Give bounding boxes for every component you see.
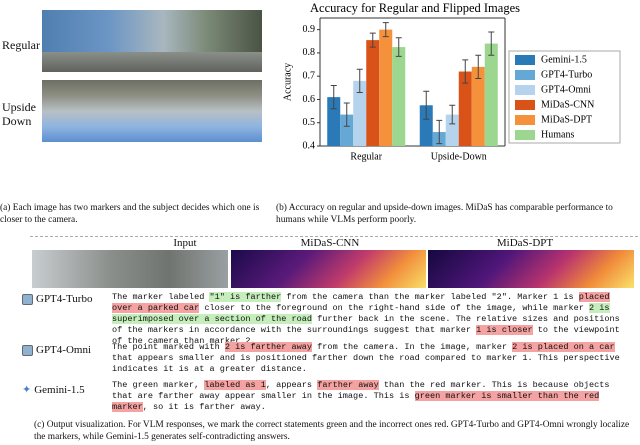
model-name: ✦ Gemini-1.5 (22, 383, 85, 397)
legend-label: MiDaS-CNN (541, 99, 594, 110)
legend-box (508, 50, 621, 144)
response-segment: , appears (265, 380, 318, 390)
caption: (a) Each image has two markers and the s… (0, 203, 260, 225)
bar (340, 114, 354, 146)
legend-swatch (515, 85, 535, 95)
highlighted-statement: 2 is placed on a car (512, 342, 615, 352)
response-segment: The point marked with (112, 342, 225, 352)
error-bar (343, 102, 350, 127)
legend-swatch (515, 55, 535, 65)
y-tick-label: 0.5 (303, 117, 316, 128)
response-segment: closer to the foreground on the right-ha… (199, 303, 590, 313)
error-bar (449, 104, 456, 125)
bar (379, 29, 393, 146)
error-bar (423, 90, 430, 120)
response-segment: further back in the scene. The relative … (112, 314, 620, 335)
input-photo (32, 250, 228, 288)
y-tick-label: 0.7 (303, 70, 316, 81)
response-segment: from the camera than the marker labeled … (281, 292, 579, 302)
bar (445, 114, 459, 146)
x-tick-label: Upside-Down (431, 151, 487, 162)
error-bar (382, 22, 389, 38)
response-segment: , so it is farther away. (142, 402, 266, 412)
model-label: Gemini-1.5 (34, 383, 85, 396)
error-bar (436, 119, 443, 145)
model-icon: ✦ (22, 384, 32, 396)
caption: (b) Accuracy on regular and upside-down … (276, 203, 613, 225)
legend-swatch (515, 70, 535, 80)
bar (327, 97, 341, 146)
error-bar (330, 84, 337, 110)
legend-label: GPT4-Turbo (541, 69, 592, 80)
error-bar (356, 68, 363, 93)
y-tick-label: 0.6 (303, 94, 316, 105)
legend-swatch (515, 130, 535, 140)
error-bar (369, 32, 376, 48)
response-text: The marker labeled "1" is farther from t… (112, 292, 634, 347)
y-tick-label: 0.8 (303, 47, 316, 58)
y-tick-label: 0.9 (303, 24, 316, 35)
chart: Accuracy for Regular and Flipped Images … (282, 1, 621, 162)
model-icon (22, 344, 33, 356)
legend-label: Gemini-1.5 (541, 54, 587, 65)
response-text: The green marker, labeled as 1, appears … (112, 380, 634, 413)
column-header: Input (173, 237, 197, 249)
error-bar (395, 37, 402, 57)
model-icon (22, 293, 33, 305)
bar (484, 43, 498, 146)
highlighted-statement: 2 is farther away (224, 342, 313, 352)
legend-swatch (515, 100, 535, 110)
highlighted-statement: 1 is closer (476, 325, 533, 335)
column-header: MiDaS-DPT (496, 237, 554, 249)
depth-cnn (231, 250, 426, 288)
response-segment: to the viewpoint of the camera than mark… (112, 325, 620, 346)
road (42, 52, 262, 72)
caption: (c) Output visualization. For VLM respon… (34, 420, 630, 442)
model-name: GPT4-Omni (22, 344, 91, 356)
column-header: MiDaS-CNN (300, 237, 360, 249)
legend-swatch (515, 115, 535, 125)
highlighted-statement: "1" is farther (209, 292, 282, 302)
bar (458, 71, 472, 146)
response-text: The point marked with 2 is farther away … (112, 342, 634, 375)
response-segment: from the camera. In the image, marker (312, 342, 513, 352)
error-bar (462, 59, 469, 84)
error-bar (488, 31, 495, 56)
row-label: Upside Down (2, 100, 36, 128)
error-bar (475, 54, 482, 80)
highlighted-statement: labeled as 1 (204, 380, 266, 390)
legend-label: MiDaS-DPT (541, 114, 592, 125)
highlighted-statement: farther away (317, 380, 379, 390)
depth-dpt (428, 250, 634, 288)
legend-label: GPT4-Omni (541, 84, 591, 95)
y-axis-label: Accuracy (282, 63, 293, 101)
bar (353, 80, 367, 146)
y-tick-label: 0.4 (303, 140, 316, 151)
model-name: GPT4-Turbo (22, 293, 92, 305)
row-label: Regular (2, 38, 40, 52)
model-label: GPT4-Turbo (36, 293, 93, 305)
photo-flipped (42, 80, 262, 142)
bar (471, 66, 485, 146)
chart-title: Accuracy for Regular and Flipped Images (310, 1, 520, 15)
legend-label: Humans (541, 129, 574, 140)
response-segment: than the red marker. This is because obj… (112, 380, 610, 401)
separator (30, 236, 638, 237)
response-segment: that appears smaller and is positioned f… (112, 353, 620, 374)
response-segment: The green marker, (112, 380, 205, 390)
model-label: GPT4-Omni (36, 344, 91, 356)
bar (392, 47, 406, 146)
bar (366, 40, 380, 146)
response-segment: The marker labeled (112, 292, 210, 302)
x-tick-label: Regular (350, 151, 382, 162)
bar (419, 105, 433, 146)
